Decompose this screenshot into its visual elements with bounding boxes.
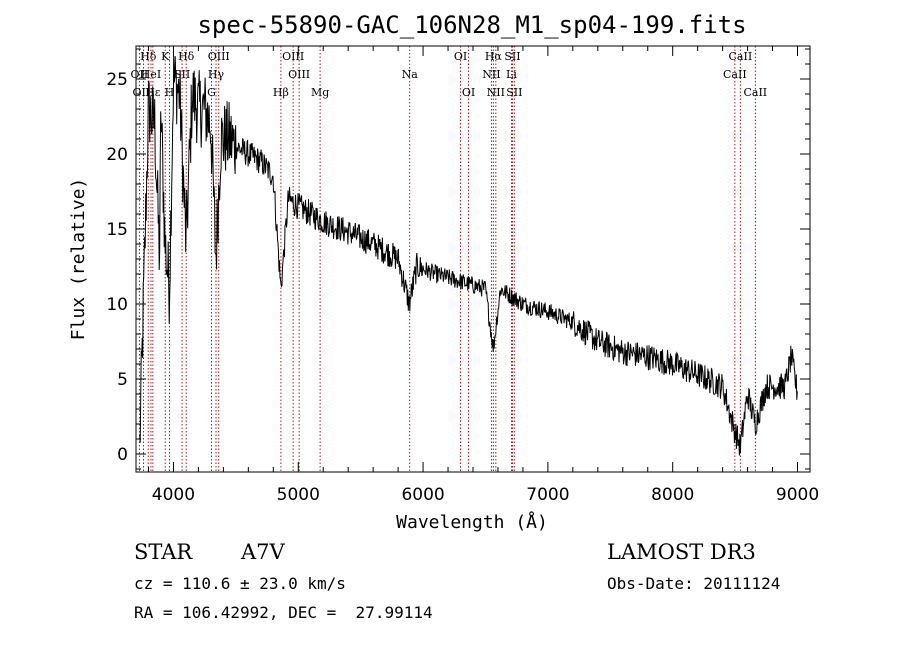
survey-name: LAMOST DR3 — [607, 540, 756, 564]
plot-frame — [135, 45, 811, 473]
line-label-25: CaII — [729, 50, 753, 63]
obs-date-text: Obs-Date: 20111124 — [607, 574, 781, 593]
line-label-23: Li — [506, 68, 517, 81]
y-tick-label: 5 — [117, 370, 128, 390]
x-tick-labels: 4000 5000 6000 7000 8000 9000 — [152, 485, 819, 505]
x-tick-label: 6000 — [401, 485, 444, 505]
line-label-22: SII — [504, 50, 520, 63]
y-tick-label: 20 — [106, 145, 128, 165]
y-tick-label: 0 — [117, 445, 128, 465]
x-tick-label: 4000 — [152, 485, 195, 505]
line-label-12: OIII — [282, 50, 304, 63]
line-label-21: NII — [487, 86, 505, 99]
line-label-20: NII — [482, 68, 500, 81]
line-label-27: CaII — [743, 86, 767, 99]
y-tick-label: 25 — [106, 70, 128, 90]
spectrum-line — [139, 55, 798, 456]
line-label-5: K — [161, 50, 170, 63]
line-label-9: OIII — [208, 50, 230, 63]
y-axis-label: Flux (relative) — [68, 178, 89, 341]
x-axis-label: Wavelength (Å) — [396, 511, 548, 533]
axis-ticks — [136, 46, 810, 472]
object-class: STAR — [134, 540, 193, 564]
chart-title: spec-55890-GAC_106N28_M1_sp04-199.fits — [197, 11, 746, 39]
line-label-19: Hα — [485, 50, 503, 63]
y-tick-label: 10 — [106, 295, 128, 315]
line-label-14: Hβ — [273, 86, 289, 99]
line-label-8: Hδ — [178, 50, 195, 63]
line-label-16: Na — [402, 68, 419, 81]
line-label-11: G — [207, 86, 216, 99]
line-markers — [138, 46, 756, 472]
x-tick-label: 9000 — [776, 485, 819, 505]
line-label-18: OI — [462, 86, 475, 99]
line-label-26: CaII — [723, 68, 747, 81]
line-label-7: H — [165, 86, 175, 99]
x-tick-label: 5000 — [277, 485, 320, 505]
line-label-1: OII — [131, 68, 149, 81]
y-tick-label: 15 — [106, 220, 128, 240]
coordinates-text: RA = 106.42992, DEC = 27.99114 — [134, 603, 433, 622]
line-label-6: SII — [174, 68, 190, 81]
line-label-24: SII — [506, 86, 522, 99]
line-label-17: OI — [454, 50, 467, 63]
line-label-15: Mg — [311, 86, 329, 99]
x-tick-label: 7000 — [526, 485, 569, 505]
redshift-text: cz = 110.6 ± 23.0 km/s — [134, 574, 346, 593]
line-label-10: Hγ — [208, 68, 225, 81]
line-label-2: HeI — [141, 68, 161, 81]
spectral-subclass: A7V — [241, 540, 285, 564]
line-label-0: Hδ — [140, 50, 157, 63]
x-tick-label: 8000 — [651, 485, 694, 505]
y-tick-labels: 0 5 10 15 20 25 — [106, 70, 128, 465]
line-label-13: OIII — [288, 68, 310, 81]
